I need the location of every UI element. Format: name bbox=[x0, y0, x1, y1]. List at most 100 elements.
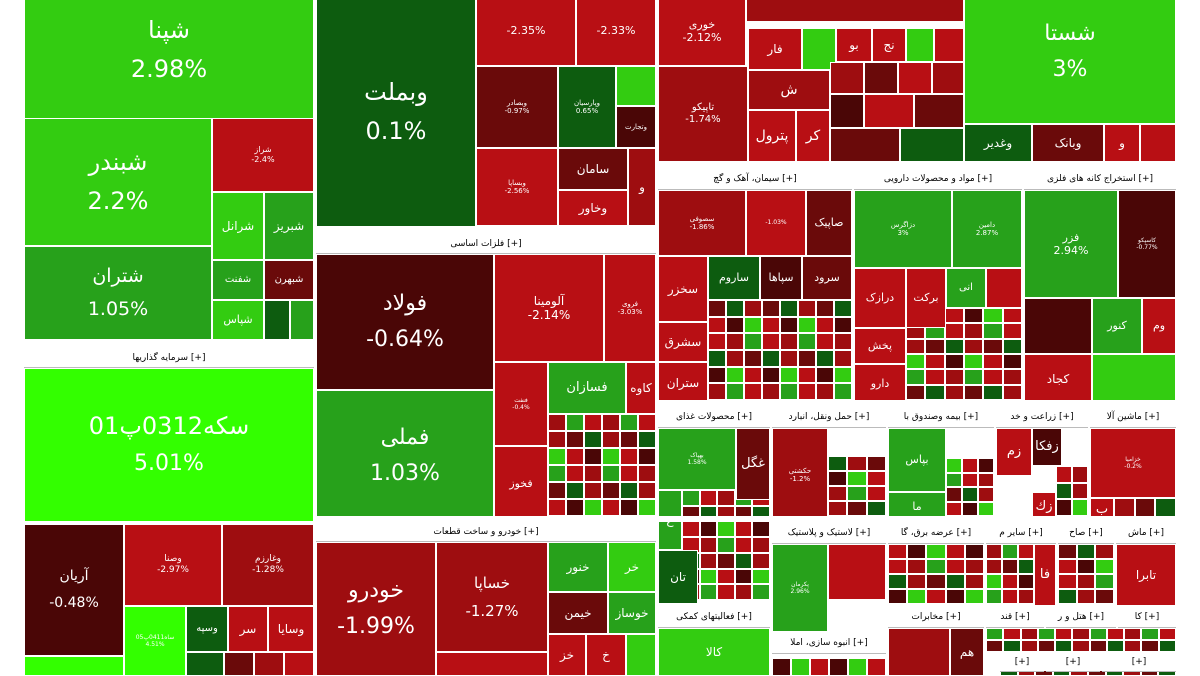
mini-stock-tile[interactable] bbox=[1095, 559, 1114, 574]
mini-stock-tile[interactable] bbox=[584, 414, 602, 431]
stock-tile[interactable] bbox=[830, 128, 900, 162]
mini-stock-tile[interactable] bbox=[734, 584, 753, 600]
mini-stock-tile[interactable] bbox=[1002, 384, 1022, 400]
mini-stock-tile[interactable] bbox=[925, 384, 945, 400]
mini-stock-tile[interactable] bbox=[602, 448, 620, 465]
stock-tile[interactable]: سخزر bbox=[658, 256, 708, 322]
mini-stock-tile[interactable] bbox=[907, 589, 927, 604]
stock-tile[interactable]: خ bbox=[586, 634, 626, 676]
mini-stock-tile[interactable] bbox=[780, 333, 798, 350]
mini-stock-tile[interactable] bbox=[866, 456, 886, 471]
mini-stock-tile[interactable] bbox=[744, 366, 762, 384]
mini-stock-tile[interactable] bbox=[1124, 628, 1142, 640]
stock-tile[interactable]: وغدیر bbox=[964, 124, 1032, 162]
sector-header[interactable]: ماش [+] bbox=[1116, 522, 1176, 544]
mini-stock-tile[interactable] bbox=[906, 369, 926, 385]
mini-stock-tile[interactable] bbox=[1141, 640, 1159, 652]
mini-stock-tile[interactable] bbox=[978, 487, 994, 502]
sector-header[interactable]: لاستیک و پلاستیک [+] bbox=[772, 522, 886, 544]
stock-tile[interactable]: پترول bbox=[748, 110, 796, 162]
mini-stock-tile[interactable] bbox=[1141, 628, 1159, 640]
mini-stock-tile[interactable] bbox=[888, 589, 908, 604]
stock-tile[interactable]: -1.03% bbox=[746, 190, 806, 256]
mini-stock-tile[interactable] bbox=[983, 338, 1003, 354]
stock-tile[interactable]: -2.33% bbox=[576, 0, 656, 66]
mini-stock-tile[interactable] bbox=[946, 487, 962, 502]
stock-tile[interactable]: خر bbox=[608, 542, 656, 592]
stock-tile[interactable] bbox=[864, 94, 914, 128]
mini-stock-tile[interactable] bbox=[566, 499, 584, 516]
sector-header[interactable]: [+] bbox=[1102, 652, 1176, 672]
mini-stock-tile[interactable] bbox=[964, 574, 984, 589]
stock-tile[interactable]: سپاها bbox=[760, 256, 802, 300]
sector-header[interactable]: قند [+] bbox=[986, 606, 1044, 628]
mini-stock-tile[interactable] bbox=[945, 559, 965, 574]
stock-tile[interactable]: فولاد -0.64% bbox=[316, 254, 494, 390]
mini-stock-tile[interactable] bbox=[964, 559, 984, 574]
mini-stock-tile[interactable] bbox=[708, 366, 726, 384]
stock-tile[interactable]: سکه0312پ01 5.01% bbox=[24, 368, 314, 522]
mini-stock-tile[interactable] bbox=[1002, 369, 1022, 385]
stock-tile[interactable]: وتجارت bbox=[616, 106, 656, 148]
stock-tile[interactable]: صاپیک bbox=[806, 190, 852, 256]
stock-tile[interactable] bbox=[284, 652, 314, 676]
sector-header[interactable]: حمل ونقل، انبارد [+] bbox=[772, 406, 886, 428]
stock-tile[interactable]: ساه0411پ05 4.51% bbox=[124, 606, 186, 676]
mini-stock-tile[interactable] bbox=[548, 448, 566, 465]
mini-stock-tile[interactable] bbox=[848, 658, 867, 676]
mini-stock-tile[interactable] bbox=[798, 316, 816, 334]
stock-tile[interactable] bbox=[900, 128, 964, 162]
mini-stock-tile[interactable] bbox=[1058, 544, 1077, 559]
mini-stock-tile[interactable] bbox=[717, 537, 735, 553]
mini-stock-tile[interactable] bbox=[847, 501, 867, 516]
mini-stock-tile[interactable] bbox=[1076, 574, 1096, 589]
stock-tile[interactable]: شپاس bbox=[212, 300, 264, 340]
stock-tile[interactable]: خنور bbox=[548, 542, 608, 592]
stock-tile[interactable]: وسایا bbox=[268, 606, 314, 652]
mini-stock-tile[interactable] bbox=[734, 552, 753, 569]
mini-stock-tile[interactable] bbox=[983, 323, 1003, 339]
sector-header[interactable]: مخابرات [+] bbox=[888, 606, 984, 628]
mini-stock-tile[interactable] bbox=[834, 333, 852, 350]
mini-stock-tile[interactable] bbox=[726, 316, 744, 334]
sector-header[interactable]: خودرو و ساخت قطعات [+] bbox=[316, 522, 656, 542]
mini-stock-tile[interactable] bbox=[726, 366, 744, 384]
stock-tile[interactable] bbox=[254, 652, 284, 676]
mini-stock-tile[interactable] bbox=[983, 384, 1003, 400]
mini-stock-tile[interactable] bbox=[602, 431, 620, 448]
stock-tile[interactable]: فروی -3.03% bbox=[604, 254, 656, 362]
mini-stock-tile[interactable] bbox=[717, 552, 735, 569]
mini-stock-tile[interactable] bbox=[888, 559, 908, 574]
mini-stock-tile[interactable] bbox=[926, 544, 946, 559]
mini-stock-tile[interactable] bbox=[1106, 640, 1125, 652]
sector-header[interactable]: سیمان، آهک و گچ [+] bbox=[658, 168, 852, 190]
mini-stock-tile[interactable] bbox=[744, 333, 762, 350]
mini-stock-tile[interactable] bbox=[1072, 466, 1088, 483]
mini-stock-tile[interactable] bbox=[744, 383, 762, 400]
mini-stock-tile[interactable] bbox=[708, 316, 726, 334]
mini-stock-tile[interactable] bbox=[762, 350, 780, 367]
stock-tile[interactable]: شبریز bbox=[264, 192, 314, 260]
stock-tile[interactable]: سامان bbox=[558, 148, 628, 190]
stock-tile[interactable]: نج bbox=[872, 28, 906, 62]
mini-stock-tile[interactable] bbox=[906, 354, 926, 370]
mini-stock-tile[interactable] bbox=[1056, 466, 1072, 483]
mini-stock-tile[interactable] bbox=[1058, 559, 1077, 574]
mini-stock-tile[interactable] bbox=[717, 568, 735, 585]
mini-stock-tile[interactable] bbox=[717, 584, 735, 600]
mini-stock-tile[interactable] bbox=[1002, 323, 1022, 339]
mini-stock-tile[interactable] bbox=[762, 300, 780, 317]
mini-stock-tile[interactable] bbox=[566, 465, 584, 482]
stock-tile[interactable] bbox=[1092, 354, 1176, 404]
mini-stock-tile[interactable] bbox=[744, 300, 762, 317]
mini-stock-tile[interactable] bbox=[964, 354, 984, 370]
stock-tile[interactable]: دزاگرس 3% bbox=[854, 190, 952, 268]
mini-stock-tile[interactable] bbox=[1056, 499, 1072, 516]
sector-header[interactable]: محصولات غذای [+] bbox=[658, 406, 770, 428]
stock-tile[interactable] bbox=[186, 652, 224, 676]
mini-stock-tile[interactable] bbox=[772, 658, 791, 676]
stock-tile[interactable]: کنور bbox=[1092, 298, 1142, 354]
mini-stock-tile[interactable] bbox=[734, 521, 753, 538]
sector-header[interactable]: بیمه وصندوق با [+] bbox=[888, 406, 994, 428]
stock-tile[interactable] bbox=[864, 62, 898, 94]
